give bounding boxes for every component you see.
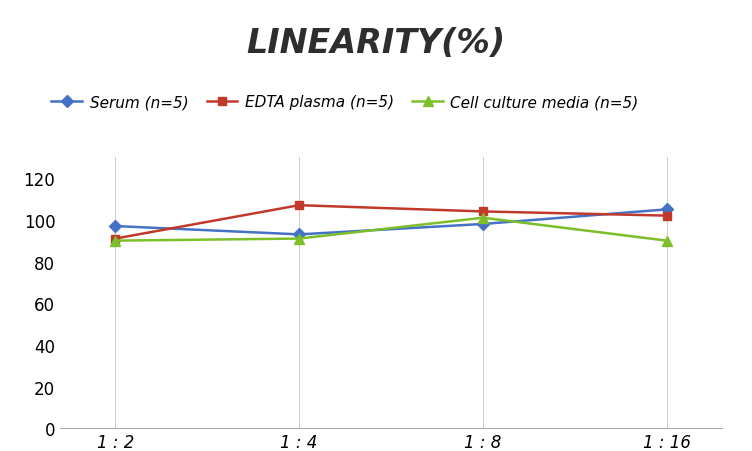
Serum (n=5) bbox=[111, 224, 120, 229]
Line: Serum (n=5): Serum (n=5) bbox=[111, 206, 671, 239]
Serum (n=5) bbox=[478, 222, 487, 227]
Text: LINEARITY(%): LINEARITY(%) bbox=[247, 27, 505, 60]
Cell culture media (n=5) bbox=[295, 236, 304, 242]
EDTA plasma (n=5) bbox=[111, 236, 120, 242]
Serum (n=5) bbox=[295, 232, 304, 238]
Serum (n=5) bbox=[663, 207, 672, 212]
Legend: Serum (n=5), EDTA plasma (n=5), Cell culture media (n=5): Serum (n=5), EDTA plasma (n=5), Cell cul… bbox=[45, 89, 644, 116]
EDTA plasma (n=5) bbox=[663, 213, 672, 219]
Cell culture media (n=5) bbox=[663, 239, 672, 244]
EDTA plasma (n=5) bbox=[295, 203, 304, 208]
Line: Cell culture media (n=5): Cell culture media (n=5) bbox=[111, 213, 672, 246]
Cell culture media (n=5) bbox=[111, 239, 120, 244]
Cell culture media (n=5) bbox=[478, 216, 487, 221]
Line: EDTA plasma (n=5): EDTA plasma (n=5) bbox=[111, 202, 671, 243]
EDTA plasma (n=5) bbox=[478, 209, 487, 215]
